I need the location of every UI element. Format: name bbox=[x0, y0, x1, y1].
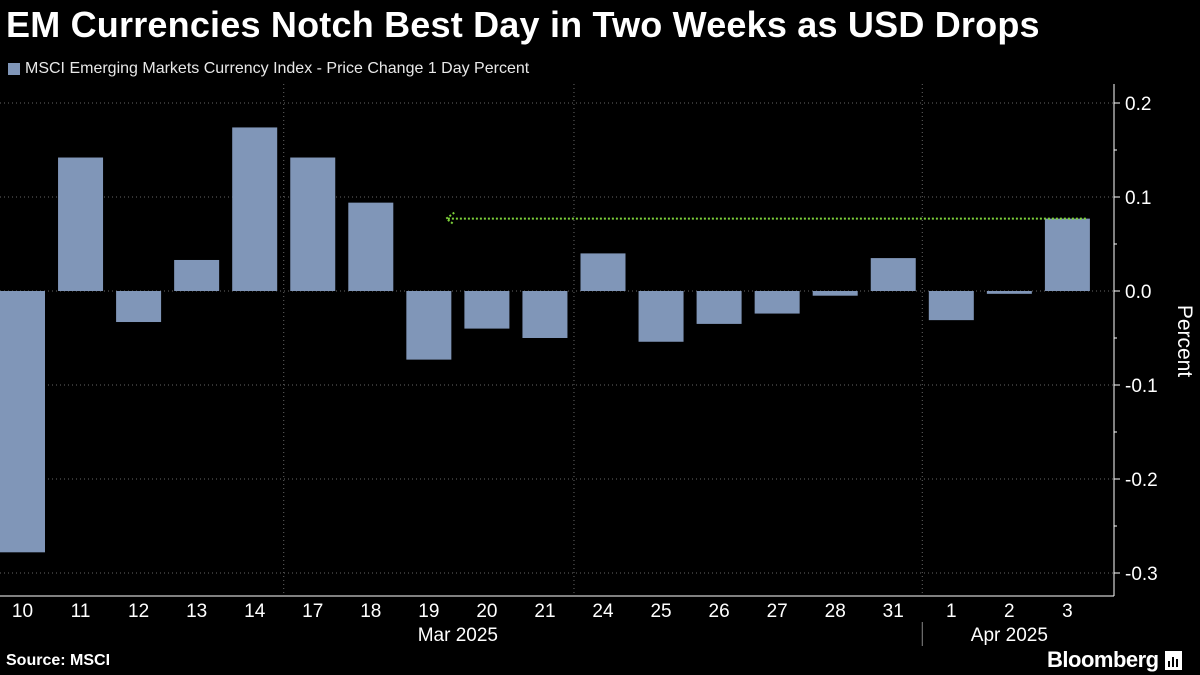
bar bbox=[0, 291, 45, 553]
y-tick-label: -0.3 bbox=[1125, 564, 1158, 585]
chart-title: EM Currencies Notch Best Day in Two Week… bbox=[6, 4, 1040, 45]
legend-swatch bbox=[8, 63, 20, 75]
y-tick-label: 0.0 bbox=[1125, 282, 1151, 303]
bar bbox=[348, 202, 394, 291]
x-tick-label: 10 bbox=[12, 601, 33, 622]
bar bbox=[928, 291, 974, 321]
bar bbox=[232, 127, 278, 291]
x-tick-label: 3 bbox=[1062, 601, 1073, 622]
x-tick-label: 27 bbox=[767, 601, 788, 622]
bar bbox=[174, 259, 220, 291]
month-label: Apr 2025 bbox=[971, 625, 1048, 646]
x-tick-label: 19 bbox=[418, 601, 439, 622]
bar bbox=[116, 291, 162, 323]
source-note: Source: MSCI bbox=[6, 652, 111, 669]
bar bbox=[1044, 218, 1090, 291]
y-tick-label: 0.2 bbox=[1125, 94, 1151, 115]
legend-label: MSCI Emerging Markets Currency Index - P… bbox=[25, 60, 530, 77]
x-tick-label: 12 bbox=[128, 601, 149, 622]
bloomberg-logo: Bloomberg bbox=[1047, 647, 1182, 673]
bloomberg-terminal-icon bbox=[1164, 650, 1182, 670]
x-tick-label: 31 bbox=[883, 601, 904, 622]
brand-name: Bloomberg bbox=[1047, 647, 1159, 672]
x-tick-label: 26 bbox=[709, 601, 730, 622]
bar bbox=[870, 258, 916, 291]
bar bbox=[754, 291, 800, 314]
bar bbox=[58, 157, 104, 291]
x-tick-label: 20 bbox=[476, 601, 497, 622]
x-tick-label: 24 bbox=[592, 601, 614, 622]
bar bbox=[406, 291, 452, 360]
bar bbox=[696, 291, 742, 324]
x-tick-label: 18 bbox=[360, 601, 381, 622]
month-label: Mar 2025 bbox=[418, 625, 498, 646]
x-tick-label: 25 bbox=[650, 601, 671, 622]
x-tick-label: 14 bbox=[244, 601, 266, 622]
y-tick-label: -0.1 bbox=[1125, 376, 1158, 397]
x-tick-label: 13 bbox=[186, 601, 207, 622]
bar bbox=[522, 291, 568, 338]
x-tick-label: 1 bbox=[946, 601, 957, 622]
bar bbox=[464, 291, 510, 329]
x-tick-label: 21 bbox=[534, 601, 555, 622]
bar bbox=[986, 291, 1032, 294]
bar bbox=[290, 157, 336, 291]
x-tick-label: 28 bbox=[825, 601, 846, 622]
legend: MSCI Emerging Markets Currency Index - P… bbox=[8, 60, 529, 78]
x-tick-label: 2 bbox=[1004, 601, 1015, 622]
annotation-arrowhead bbox=[444, 211, 455, 226]
y-tick-label: -0.2 bbox=[1125, 470, 1158, 491]
x-tick-label: 11 bbox=[71, 601, 91, 622]
bar bbox=[638, 291, 684, 342]
bar bbox=[580, 253, 626, 291]
bar bbox=[812, 291, 858, 296]
y-tick-label: 0.1 bbox=[1125, 188, 1151, 209]
x-tick-label: 17 bbox=[302, 601, 323, 622]
y-axis-label: Percent bbox=[1173, 305, 1196, 378]
